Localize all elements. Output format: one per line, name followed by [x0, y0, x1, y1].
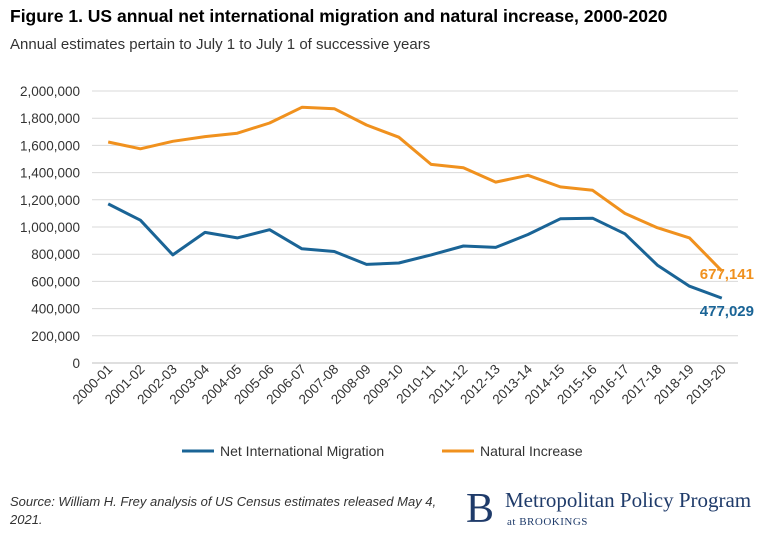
end-value-label: 477,029	[700, 303, 754, 320]
brookings-logo-mark: B	[466, 486, 495, 532]
y-tick-label: 600,000	[31, 274, 80, 289]
brookings-name: BROOKINGS	[519, 516, 588, 528]
y-tick-label: 1,000,000	[20, 220, 80, 235]
y-tick-label: 2,000,000	[20, 84, 80, 99]
y-tick-label: 200,000	[31, 329, 80, 344]
y-tick-label: 400,000	[31, 302, 80, 317]
y-tick-label: 1,200,000	[20, 193, 80, 208]
legend: Net International Migration Natural Incre…	[182, 443, 583, 459]
y-tick-label: 1,600,000	[20, 138, 80, 153]
line-chart: 0 200,000 400,000 600,000 800,000 1,000,000 1,…	[20, 84, 754, 459]
chart-subtitle: Annual estimates pertain to July 1 to Ju…	[10, 36, 431, 53]
series-lines	[107, 105, 723, 300]
brookings-at: at	[507, 516, 516, 528]
y-tick-label: 0	[72, 356, 80, 371]
series-line-2	[107, 105, 723, 272]
legend-label: Net International Migration	[220, 443, 384, 459]
y-tick-label: 1,800,000	[20, 111, 80, 126]
x-axis: 2000-012001-022002-032003-042004-052005-…	[70, 361, 729, 407]
chart-title: Figure 1. US annual net international mi…	[10, 6, 668, 26]
series-line-1	[107, 202, 723, 300]
legend-label: Natural Increase	[480, 443, 583, 459]
end-labels: 477,029 677,141	[700, 266, 754, 320]
y-axis: 0 200,000 400,000 600,000 800,000 1,000,000 1,…	[20, 84, 80, 371]
program-name: Metropolitan Policy Program	[505, 488, 752, 512]
brookings-label: at BROOKINGS	[507, 516, 588, 528]
source-note: Source: William H. Frey analysis of US C…	[10, 494, 437, 527]
y-tick-label: 1,400,000	[20, 166, 80, 181]
gridlines	[92, 90, 738, 364]
y-tick-label: 800,000	[31, 247, 80, 262]
end-value-label: 677,141	[700, 266, 754, 283]
